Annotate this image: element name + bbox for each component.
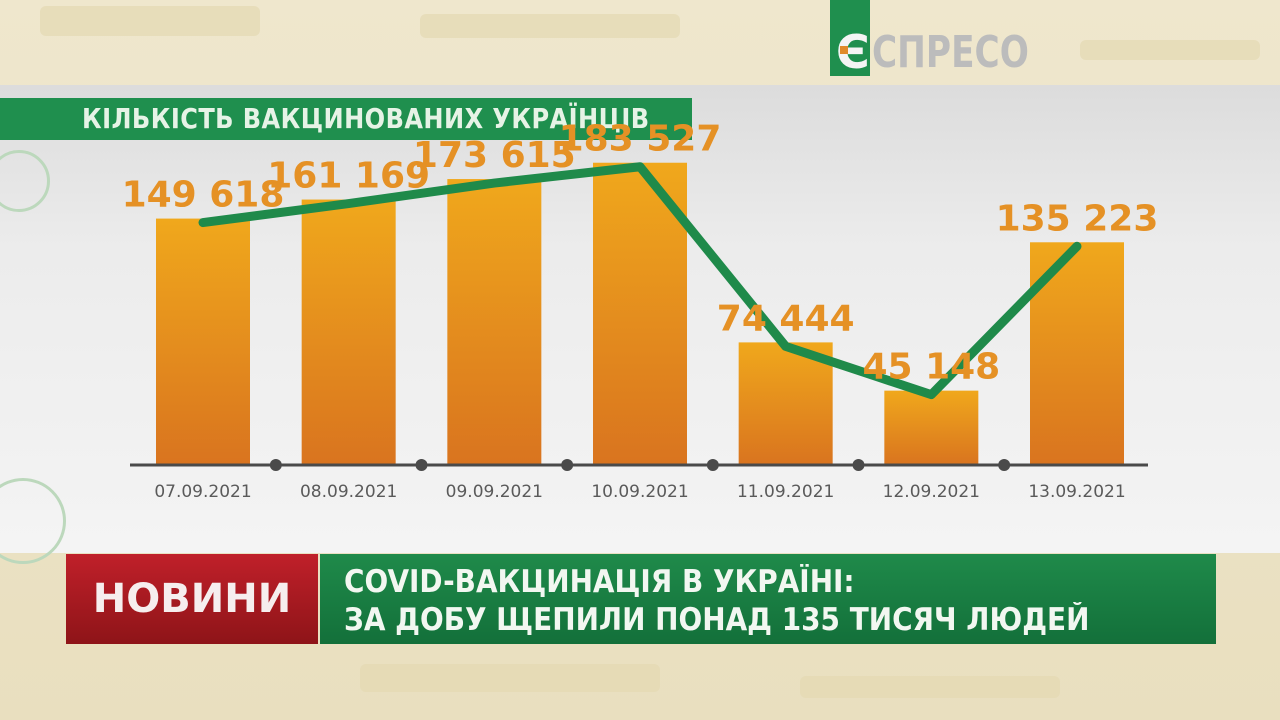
news-tag: НОВИНИ [92,576,292,622]
bar-12.09.2021 [884,390,979,465]
x-tick-label: 09.09.2021 [446,482,543,502]
headline-band [320,554,1216,644]
news-tag-band [66,554,318,644]
value-label: 161 169 [267,156,430,197]
channel-logo-box [830,0,870,76]
headline-line-2: ЗА ДОБУ ЩЕПИЛИ ПОНАД 135 ТИСЯЧ ЛЮДЕЙ [344,602,1090,638]
background-shape [1080,40,1260,60]
bar-08.09.2021 [301,199,396,465]
chart-title: КІЛЬКІСТЬ ВАКЦИНОВАНИХ УКРАЇНЦІВ [82,102,650,135]
x-tick-label: 12.09.2021 [883,482,980,502]
x-tick-label: 08.09.2021 [300,482,397,502]
axis-dot [706,459,719,471]
bar-07.09.2021 [156,218,250,465]
background-shape [360,664,660,692]
value-label: 135 223 [996,198,1159,239]
x-tick-label: 10.09.2021 [591,482,688,502]
virus-icon [0,150,50,212]
x-tick-label: 13.09.2021 [1028,482,1125,502]
channel-logo-accent [840,46,848,54]
virus-icon [0,478,66,564]
value-label: 183 527 [559,119,722,160]
background-shape [420,14,680,38]
axis-dot [998,459,1011,471]
value-label: 74 444 [717,298,855,339]
channel-logo-text: СПРЕСО [872,27,1029,78]
value-label: 173 615 [413,135,576,176]
x-tick-label: 11.09.2021 [737,482,834,502]
headline-line-1: COVID-ВАКЦИНАЦІЯ В УКРАЇНІ: [344,564,855,600]
chart-title-band [0,98,692,140]
bar-11.09.2021 [738,342,833,465]
axis-dot [415,459,428,471]
trend-line [198,162,1082,400]
axis-dot [852,459,865,471]
background-shape [40,6,260,36]
bar-09.09.2021 [447,179,542,465]
x-tick-label: 07.09.2021 [154,482,251,502]
axis-dot [561,459,574,471]
value-label: 149 618 [122,175,285,216]
bar-10.09.2021 [593,162,687,466]
background-shape [800,676,1060,698]
axis-dot [269,459,282,471]
value-label: 45 148 [862,347,1000,388]
